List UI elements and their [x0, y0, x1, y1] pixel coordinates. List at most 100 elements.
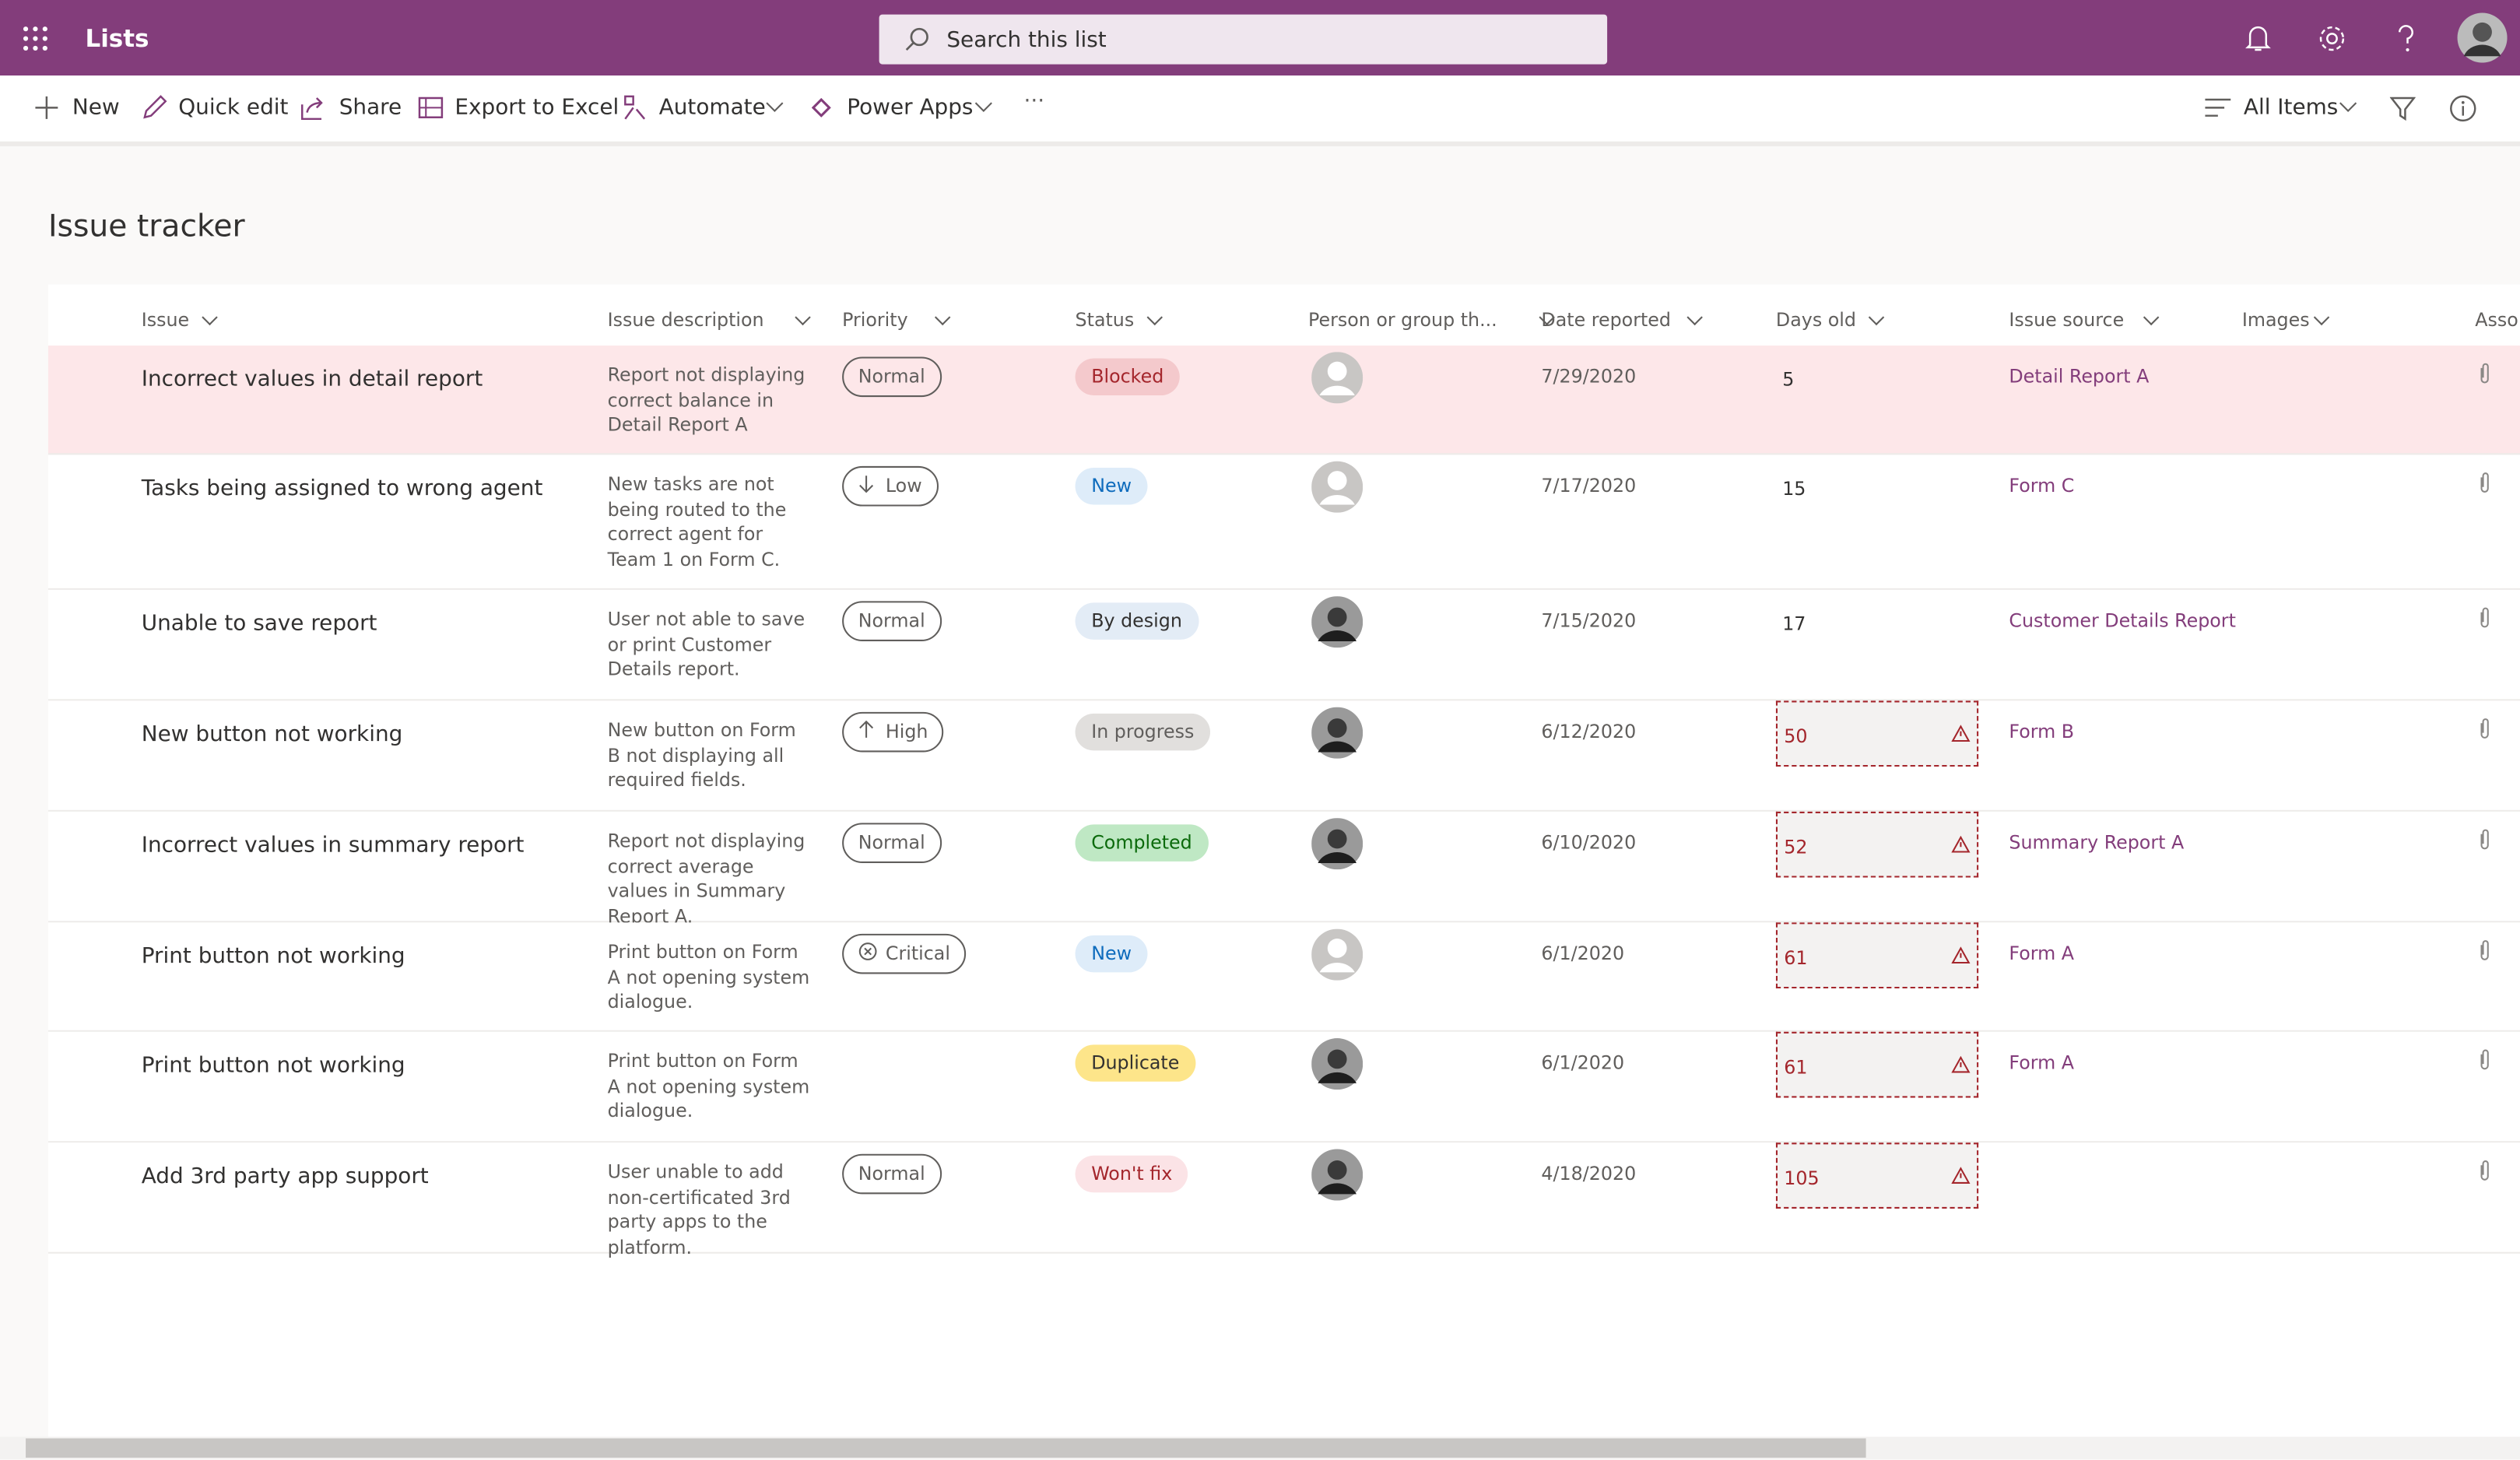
row[interactable]: Print button not working Print button on …	[47, 1031, 2520, 1143]
issue-title[interactable]: Tasks being assigned to wrong agent	[141, 476, 543, 502]
avatar[interactable]	[1311, 928, 1364, 987]
issue-title[interactable]: Print button not working	[141, 1052, 405, 1079]
sort-chevron	[1146, 309, 1163, 326]
days-old-warning: 61	[1775, 922, 1979, 989]
view-switcher[interactable]: All Items	[2243, 94, 2339, 121]
app-title[interactable]: Lists	[85, 23, 149, 54]
toolbar-button[interactable]: Quick edit	[178, 94, 289, 121]
days-old: 105	[1784, 1167, 1820, 1190]
issue-source[interactable]: Customer Details Report	[2009, 609, 2236, 632]
info[interactable]	[2449, 95, 2476, 122]
issue-source[interactable]: Summary Report A	[2009, 830, 2185, 854]
profile[interactable]	[2457, 12, 2508, 63]
avatar[interactable]	[1311, 1038, 1364, 1096]
status-pill: Duplicate	[1075, 1044, 1196, 1082]
priority-text: High	[885, 720, 928, 743]
more[interactable]: ···	[1023, 88, 1045, 114]
avatar[interactable]	[1311, 461, 1364, 519]
priority-text: Normal	[858, 1162, 925, 1184]
avatar[interactable]	[1311, 352, 1364, 409]
attachment[interactable]	[2478, 1159, 2491, 1181]
priority-pill: Critical	[842, 933, 967, 974]
row[interactable]: New button not working New button on Form…	[47, 700, 2520, 812]
page-title: Issue tracker	[47, 209, 245, 244]
help[interactable]	[2395, 23, 2417, 54]
issue-description: User not able to save or print Customer …	[607, 607, 805, 680]
issue-description: New button on Form B not displaying all …	[607, 718, 796, 791]
issue-title[interactable]: Incorrect values in summary report	[141, 832, 525, 858]
toolbar-button[interactable]: New	[72, 94, 120, 121]
attachment[interactable]	[2478, 606, 2491, 629]
sort-chevron	[795, 309, 812, 326]
toolbar-button[interactable]: Automate	[658, 94, 766, 121]
search-box[interactable]: Search this list	[879, 14, 1608, 65]
toolbar-button[interactable]: Power Apps	[847, 94, 974, 121]
attachment[interactable]	[2478, 1048, 2491, 1070]
column-header[interactable]: Status	[1075, 308, 1135, 332]
scrollbar[interactable]	[0, 1437, 2520, 1460]
sort-chevron	[1868, 309, 1884, 326]
issue-title[interactable]: New button not working	[141, 721, 403, 748]
avatar[interactable]	[1311, 707, 1364, 765]
priority-text: Normal	[858, 830, 925, 854]
date-reported: 6/10/2020	[1541, 830, 1637, 854]
row[interactable]: Incorrect values in summary report Report…	[47, 811, 2520, 927]
issue-description: Print button on Form A not opening syste…	[607, 1049, 810, 1122]
issue-title[interactable]: Add 3rd party app support	[141, 1163, 429, 1190]
avatar[interactable]	[1311, 1149, 1364, 1207]
column-header[interactable]: Issue source	[2009, 308, 2125, 332]
issue-source[interactable]: Form A	[2009, 942, 2075, 965]
app-launcher[interactable]	[23, 26, 48, 51]
issue-source[interactable]: Form C	[2009, 474, 2075, 497]
column-header[interactable]: Images	[2241, 308, 2310, 332]
priority-pill: Normal	[842, 356, 942, 398]
days-old-warning: 105	[1775, 1142, 1979, 1209]
row[interactable]: Tasks being assigned to wrong agent New t…	[47, 454, 2520, 590]
issue-title[interactable]: Incorrect values in detail report	[141, 366, 483, 392]
sort-chevron	[2143, 309, 2160, 326]
status-pill: Completed	[1075, 824, 1209, 862]
issue-source[interactable]: Form A	[2009, 1051, 2075, 1074]
row[interactable]: Unable to save report User not able to sa…	[47, 589, 2520, 701]
status-pill: Blocked	[1075, 358, 1180, 396]
issue-source[interactable]: Form B	[2009, 720, 2075, 743]
issue-description: Print button on Form A not opening syste…	[607, 940, 810, 1013]
toolbar-button[interactable]: Export to Excel	[455, 94, 619, 121]
days-old: 61	[1784, 946, 1808, 970]
scroll-thumb[interactable]	[26, 1438, 1866, 1458]
row[interactable]: Add 3rd party app support User unable to …	[47, 1142, 2520, 1258]
avatar[interactable]	[1311, 818, 1364, 876]
days-old-warning: 50	[1775, 700, 1979, 767]
column-header[interactable]: Asso	[2475, 308, 2518, 332]
suite-bar: Lists Search this list	[0, 0, 2520, 76]
sort-chevron	[2312, 309, 2329, 326]
notifications[interactable]	[2245, 24, 2271, 53]
column-header[interactable]: Priority	[842, 308, 908, 332]
search-icon	[905, 27, 928, 51]
days-old: 50	[1784, 725, 1808, 748]
column-header[interactable]: Days old	[1775, 308, 1856, 332]
attachment[interactable]	[2478, 717, 2491, 739]
date-reported: 6/1/2020	[1541, 942, 1625, 965]
row[interactable]: Incorrect values in detail report Report …	[47, 345, 2520, 455]
days-old: 15	[1782, 477, 1806, 500]
attachment[interactable]	[2478, 362, 2491, 384]
toolbar-button[interactable]: Share	[339, 94, 402, 121]
column-header[interactable]: Issue description	[607, 308, 764, 332]
issue-source[interactable]: Detail Report A	[2009, 364, 2150, 388]
column-header[interactable]: Issue	[141, 308, 190, 332]
row[interactable]: Print button not working Print button on …	[47, 922, 2520, 1032]
column-header[interactable]: Person or group th...	[1307, 308, 1497, 332]
column-header[interactable]: Date reported	[1541, 308, 1671, 332]
settings[interactable]	[2318, 24, 2346, 53]
avatar[interactable]	[1311, 596, 1364, 654]
issue-title[interactable]: Print button not working	[141, 943, 405, 970]
attachment[interactable]	[2478, 828, 2491, 851]
priority-pill: Low	[842, 465, 939, 507]
filter[interactable]	[2389, 97, 2416, 122]
attachment[interactable]	[2478, 939, 2491, 961]
issue-title[interactable]: Unable to save report	[141, 610, 377, 637]
attachment[interactable]	[2478, 471, 2491, 493]
